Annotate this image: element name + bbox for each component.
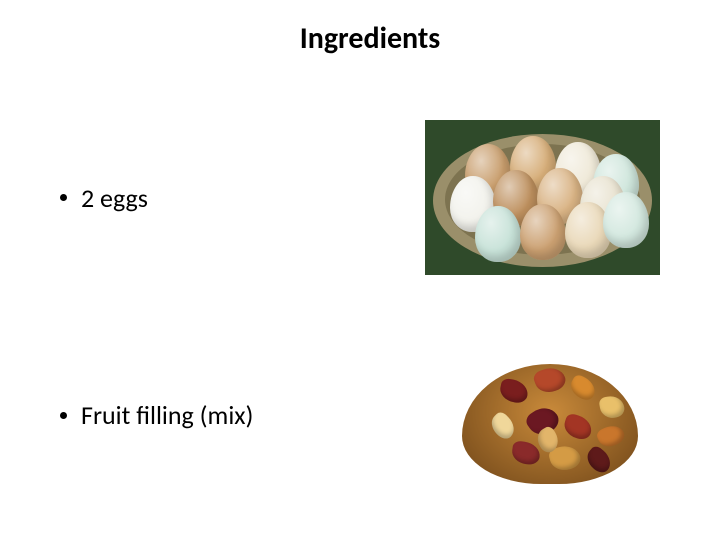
fruit-mix-image — [440, 330, 660, 500]
list-item: Fruit filling (mix) — [60, 399, 253, 431]
ingredient-label: 2 eggs — [81, 182, 148, 214]
ingredient-row: 2 eggs — [60, 120, 660, 275]
bullet-icon — [60, 194, 67, 201]
page-title: Ingredients — [0, 20, 720, 57]
ingredient-row: Fruit filling (mix) — [60, 330, 660, 500]
ingredient-label: Fruit filling (mix) — [81, 399, 253, 431]
eggs-image — [425, 120, 660, 275]
title-text: Ingredients — [300, 20, 441, 57]
bullet-icon — [60, 412, 67, 419]
list-item: 2 eggs — [60, 182, 148, 214]
